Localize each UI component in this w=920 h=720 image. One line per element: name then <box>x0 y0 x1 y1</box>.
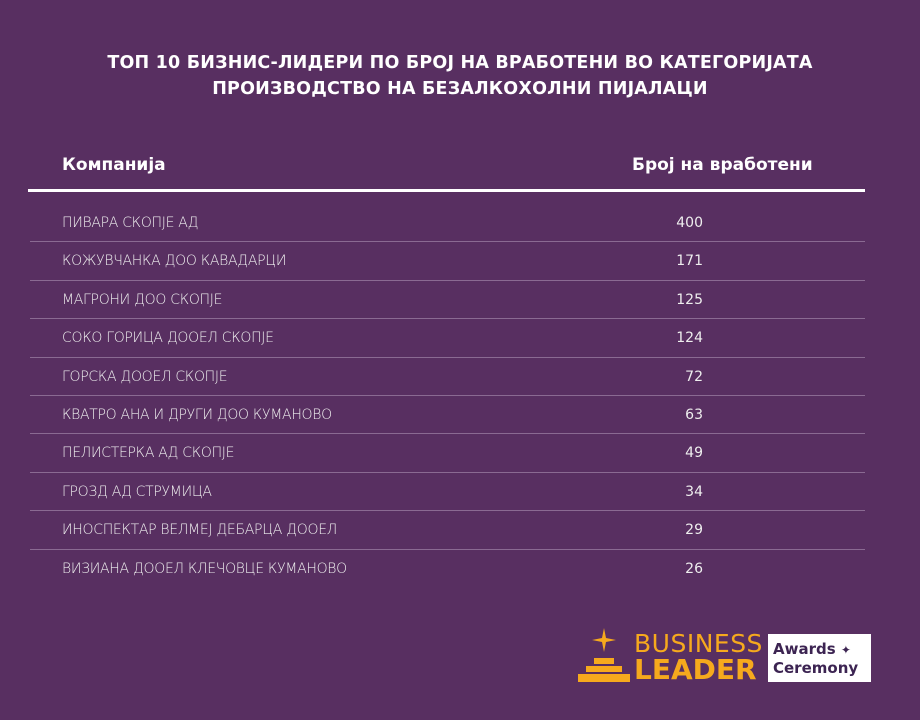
title-line-1: ТОП 10 БИЗНИС-ЛИДЕРИ ПО БРОЈ НА ВРАБОТЕН… <box>107 53 813 73</box>
company-name: КОЖУВЧАНКА ДОО КАВАДАРЦИ <box>62 253 287 270</box>
ceremony-text: Ceremony <box>773 659 859 677</box>
sparkle-icon: ✦ <box>840 643 851 657</box>
company-name: ГРОЗД АД СТРУМИЦА <box>62 483 212 500</box>
row-divider <box>30 356 865 358</box>
row-divider <box>30 471 865 473</box>
employee-count: 171 <box>676 253 703 270</box>
company-name: СОКО ГОРИЦА ДООЕЛ СКОПЈЕ <box>62 330 274 347</box>
header-employees: Број на вработени <box>632 155 813 175</box>
company-name: КВАТРО АНА И ДРУГИ ДОО КУМАНОВО <box>62 407 332 423</box>
employee-count: 124 <box>676 330 703 347</box>
employee-count: 63 <box>685 407 703 423</box>
table-row: СОКО ГОРИЦА ДООЕЛ СКОПЈЕ 124 <box>30 319 865 358</box>
row-divider <box>30 318 865 320</box>
company-name: ИНОСПЕКТАР ВЕЛМЕЈ ДЕБАРЦА ДООЕЛ <box>62 522 337 539</box>
company-name: МАГРОНИ ДОО СКОПЈЕ <box>62 291 223 308</box>
table-row: ПИВАРА СКОПЈЕ АД 400 <box>30 204 865 243</box>
row-divider <box>30 394 865 396</box>
row-divider <box>30 433 865 435</box>
table-row: ПЕЛИСТЕРКА АД СКОПЈЕ 49 <box>30 434 865 473</box>
table-row: КВАТРО АНА И ДРУГИ ДОО КУМАНОВО 63 <box>30 396 865 435</box>
employee-count: 125 <box>676 291 703 308</box>
logo-business: BUSINESS <box>634 629 763 658</box>
table-row: ГОРСКА ДООЕЛ СКОПЈЕ 72 <box>30 358 865 396</box>
header-divider <box>28 189 865 192</box>
podium-star-icon <box>578 628 630 682</box>
company-name: ПИВАРА СКОПЈЕ АД <box>62 215 199 231</box>
row-divider <box>30 279 865 281</box>
page-title: ТОП 10 БИЗНИС-ЛИДЕРИ ПО БРОЈ НА ВРАБОТЕН… <box>0 50 920 102</box>
company-name: ВИЗИАНА ДООЕЛ КЛЕЧОВЦЕ КУМАНОВО <box>62 560 347 577</box>
title-line-2: ПРОИЗВОДСТВО НА БЕЗАЛКОХОЛНИ ПИЈАЛАЦИ <box>212 79 708 99</box>
table-row: ИНОСПЕКТАР ВЕЛМЕЈ ДЕБАРЦА ДООЕЛ 29 <box>30 511 865 550</box>
employee-count: 49 <box>685 445 703 462</box>
employee-count: 400 <box>676 215 703 231</box>
row-divider <box>30 548 865 550</box>
employee-count: 29 <box>685 522 703 539</box>
row-divider <box>30 510 865 512</box>
business-leader-logo: BUSINESS LEADER Awards ✦ Ceremony <box>578 628 873 684</box>
table-row: КОЖУВЧАНКА ДОО КАВАДАРЦИ 171 <box>30 242 865 281</box>
employee-count: 72 <box>685 368 703 385</box>
employee-count: 34 <box>685 483 703 500</box>
header-company: Компанија <box>62 155 166 175</box>
employee-count: 26 <box>685 560 703 577</box>
table-row: ГРОЗД АД СТРУМИЦА 34 <box>30 473 865 512</box>
awards-text: Awards <box>773 640 836 658</box>
awards-ceremony-badge: Awards ✦ Ceremony <box>768 634 871 682</box>
company-name: ГОРСКА ДООЕЛ СКОПЈЕ <box>62 368 228 385</box>
table-row: МАГРОНИ ДОО СКОПЈЕ 125 <box>30 281 865 320</box>
row-divider <box>30 241 865 243</box>
table-row: ВИЗИАНА ДООЕЛ КЛЕЧОВЦЕ КУМАНОВО 26 <box>30 550 865 588</box>
logo-leader: LEADER <box>634 653 757 686</box>
company-name: ПЕЛИСТЕРКА АД СКОПЈЕ <box>62 445 235 462</box>
